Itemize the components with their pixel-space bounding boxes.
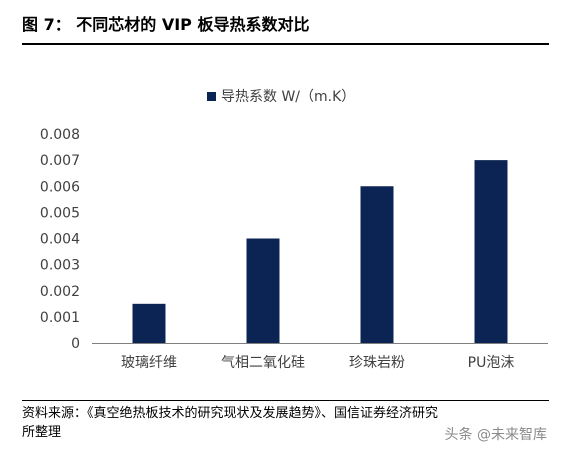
source-line-1: 资料来源：《真空绝热板技术的研究现状及发展趋势》、国信证券经济研究 <box>22 406 439 421</box>
bars <box>132 160 508 343</box>
legend: 导热系数 W/（m.K） <box>207 89 355 105</box>
y-tick-label: 0.004 <box>40 232 80 248</box>
x-category-label: PU泡沫 <box>468 355 515 371</box>
x-axis-labels: 玻璃纤维 气相二氧化硅 珍珠岩粉 PU泡沫 <box>121 354 514 371</box>
figure-title: 图 7： 不同芯材的 VIP 板导热系数对比 <box>22 15 310 34</box>
bar-chart: 导热系数 W/（m.K） 00.0010.0020.0030.0040.0050… <box>40 89 548 371</box>
x-category-label: 气相二氧化硅 <box>221 355 305 371</box>
legend-swatch <box>207 92 216 101</box>
y-tick-label: 0.005 <box>40 205 80 221</box>
watermark: 头条 @未来智库 <box>444 427 547 443</box>
y-tick-label: 0.008 <box>40 127 80 143</box>
x-category-label: 珍珠岩粉 <box>349 355 405 371</box>
bar-2 <box>246 238 280 343</box>
title-rule <box>22 43 549 45</box>
bar-4 <box>474 160 508 343</box>
y-tick-label: 0.006 <box>40 179 80 195</box>
bar-1 <box>132 303 166 343</box>
source-note: 资料来源：《真空绝热板技术的研究现状及发展趋势》、国信证券经济研究 所整理 <box>22 404 552 442</box>
source-rule <box>22 400 549 401</box>
y-tick-label: 0 <box>71 336 80 352</box>
x-category-label: 玻璃纤维 <box>121 354 177 371</box>
y-tick-label: 0.001 <box>40 310 80 326</box>
bar-3 <box>360 186 394 343</box>
y-axis-ticks: 0 0.001 0.002 0.003 0.004 0.005 0.006 0.007 0.00… <box>40 127 80 352</box>
y-tick-label: 0.007 <box>40 153 80 169</box>
legend-label: 导热系数 W/（m.K） <box>221 89 355 105</box>
y-tick-label: 0.003 <box>40 258 80 274</box>
y-tick-label: 0.002 <box>40 284 80 300</box>
source-line-2: 所整理 <box>22 425 62 440</box>
